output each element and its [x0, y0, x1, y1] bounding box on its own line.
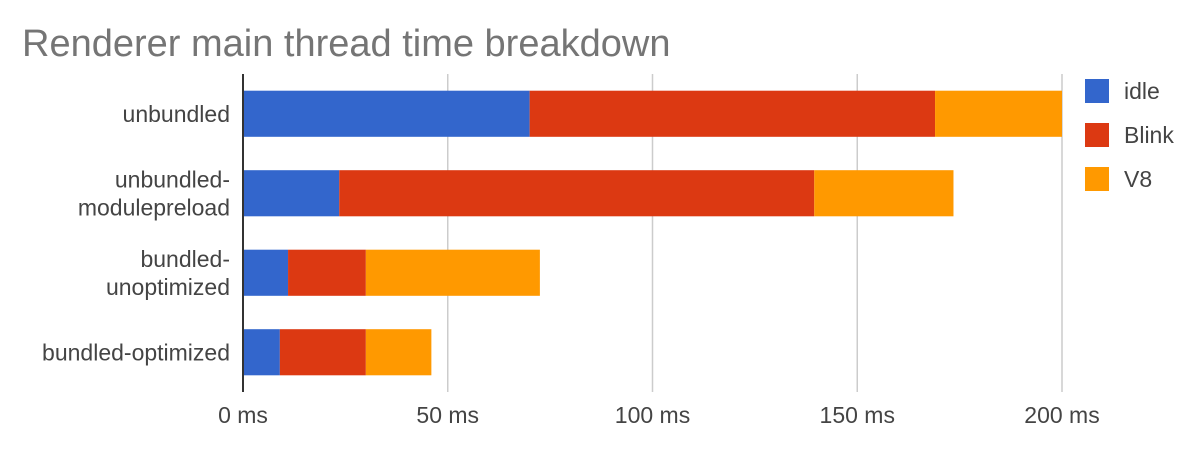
legend-swatch-idle: [1085, 79, 1109, 103]
legend-label-blink: Blink: [1124, 122, 1174, 148]
bar-blink-3: [279, 329, 366, 376]
category-labels: unbundled unbundled-modulepreload bundled-…: [42, 101, 230, 366]
legend-swatch-v8: [1085, 167, 1109, 191]
chart-title: Renderer main thread time breakdown: [22, 23, 670, 65]
bars: [243, 90, 1062, 376]
bar-blink-2: [288, 249, 366, 296]
bar-v8-3: [365, 329, 432, 376]
category-label-0-0: unbundled: [123, 101, 230, 127]
bar-idle-2: [243, 249, 289, 296]
x-tick-label-0: 0 ms: [218, 402, 268, 428]
bar-blink-1: [339, 170, 815, 217]
bar-v8-0: [935, 90, 1062, 137]
bar-blink-0: [529, 90, 936, 137]
bar-v8-1: [814, 170, 954, 217]
x-tick-labels: 0 ms 50 ms 100 ms 150 ms 200 ms: [218, 402, 1100, 428]
legend-swatch-blink: [1085, 123, 1109, 147]
legend: idle Blink V8: [1085, 78, 1174, 192]
x-tick-label-3: 150 ms: [820, 402, 895, 428]
bar-idle-1: [243, 170, 340, 217]
category-label-1-0: unbundled-: [115, 166, 230, 192]
category-label-2-0: bundled-: [140, 246, 230, 272]
x-tick-label-4: 200 ms: [1024, 402, 1099, 428]
category-label-2-1: unoptimized: [106, 274, 230, 300]
category-label-3-0: bundled-optimized: [42, 339, 230, 365]
legend-label-idle: idle: [1124, 78, 1160, 104]
x-tick-label-2: 100 ms: [615, 402, 690, 428]
bar-idle-0: [243, 90, 530, 137]
x-tick-label-1: 50 ms: [416, 402, 479, 428]
bar-v8-2: [365, 249, 540, 296]
legend-label-v8: V8: [1124, 166, 1152, 192]
category-label-1-1: modulepreload: [78, 194, 230, 220]
bar-idle-3: [243, 329, 280, 376]
